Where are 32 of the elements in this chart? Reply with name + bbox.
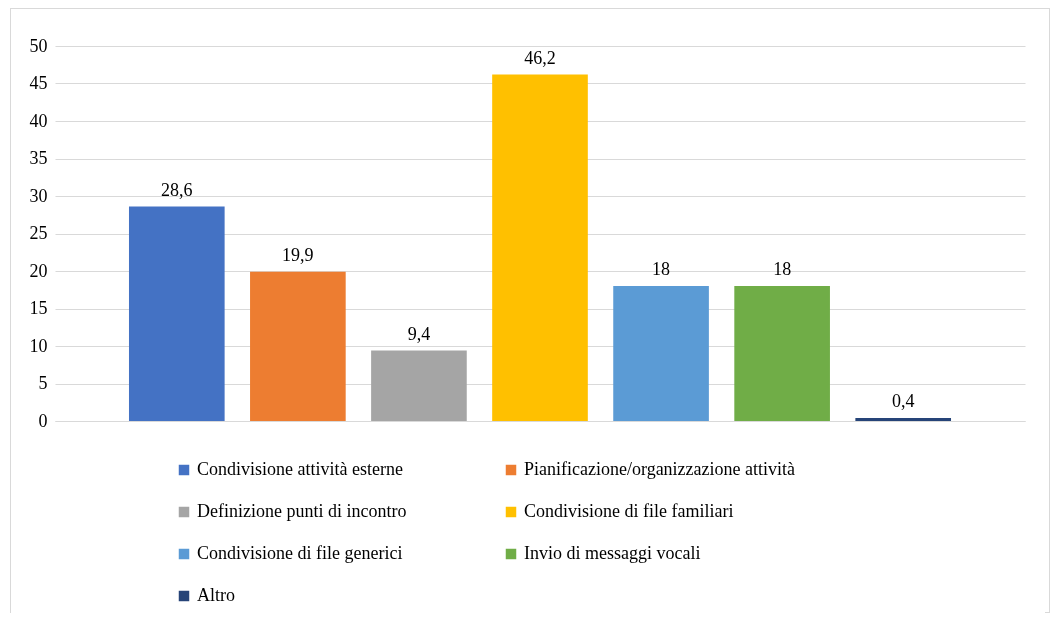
legend-label: Altro (197, 585, 235, 605)
data-label: 18 (773, 259, 792, 279)
bar (613, 286, 709, 421)
y-tick-label: 30 (29, 185, 48, 206)
data-label: 0,4 (891, 391, 915, 411)
y-tick-label: 45 (29, 73, 48, 93)
legend-label: Invio di messaggi vocali (524, 543, 701, 563)
bar (492, 74, 588, 421)
y-tick-label: 10 (29, 335, 48, 356)
y-tick-label: 15 (29, 298, 48, 318)
legend-label: Condivisione di file familiari (524, 501, 734, 521)
bar (734, 286, 830, 421)
bar (128, 206, 225, 421)
bar (371, 350, 467, 421)
legend-label: Condivisione di file generici (197, 543, 403, 563)
y-tick-label: 25 (29, 223, 48, 243)
y-tick-label: 40 (29, 110, 48, 131)
y-tick-label: 0 (38, 410, 48, 431)
legend-label: Condivisione attività esterne (197, 459, 403, 479)
y-tick-label: 5 (38, 373, 48, 393)
bar (855, 418, 952, 421)
data-label: 28,6 (161, 179, 193, 200)
y-tick-label: 20 (29, 260, 48, 281)
y-tick-label: 35 (29, 148, 48, 168)
data-label: 18 (652, 259, 671, 279)
data-label: 46,2 (524, 47, 556, 68)
data-label: 9,4 (407, 323, 431, 344)
legend-label: Pianificazione/organizzazione attività (524, 459, 796, 479)
data-label: 19,9 (282, 244, 314, 265)
legend-label: Definizione punti di incontro (197, 501, 407, 521)
y-tick-label: 50 (29, 35, 48, 56)
bar (250, 271, 346, 421)
